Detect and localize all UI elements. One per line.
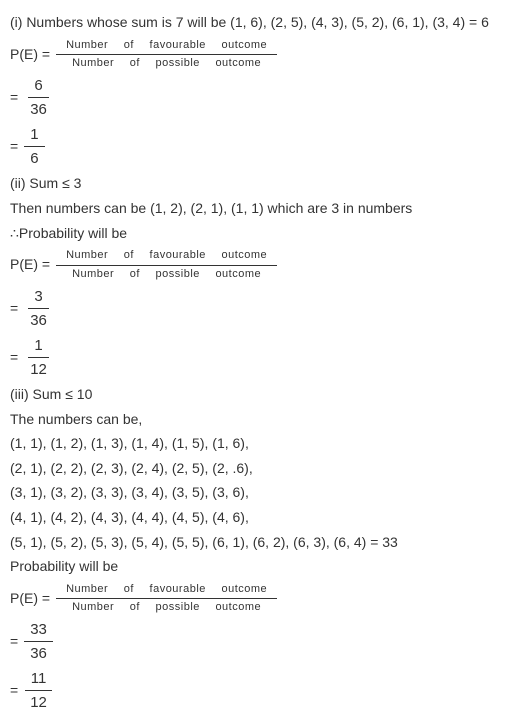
part1-frac-1-6: = 1 6 (10, 124, 520, 169)
pe-label: P(E) = (10, 255, 50, 275)
part3-row1: (1, 1), (1, 2), (1, 3), (1, 4), (1, 5), … (10, 434, 520, 454)
equals-sign: = (10, 299, 18, 319)
denominator-possible: Number of possible outcome (62, 266, 271, 282)
favourable-over-possible: Number of favourable outcome Number of p… (56, 582, 277, 616)
part3-frac-33-36: = 33 36 (10, 619, 520, 664)
part3-prob-line: Probability will be (10, 557, 520, 577)
denominator-possible: Number of possible outcome (62, 599, 271, 615)
part2-then-line: Then numbers can be (1, 2), (2, 1), (1, … (10, 199, 520, 219)
equals-sign: = (10, 681, 18, 701)
part1-heading: (i) Numbers whose sum is 7 will be (1, 6… (10, 13, 520, 33)
part3-frac-11-12: = 11 12 (10, 668, 520, 713)
part1-frac-6-36: = 6 36 (10, 75, 520, 120)
part3-row5: (5, 1), (5, 2), (5, 3), (5, 4), (5, 5), … (10, 533, 520, 553)
part3-pe-formula: P(E) = Number of favourable outcome Numb… (10, 582, 520, 616)
fraction-1-6: 1 6 (24, 124, 44, 169)
favourable-over-possible: Number of favourable outcome Number of p… (56, 248, 277, 282)
fraction-11-12: 11 12 (24, 668, 53, 713)
part3-row3: (3, 1), (3, 2), (3, 3), (3, 4), (3, 5), … (10, 483, 520, 503)
equals-sign: = (10, 88, 18, 108)
pe-label: P(E) = (10, 45, 50, 65)
fraction-3-36: 3 36 (24, 286, 53, 331)
denominator-possible: Number of possible outcome (62, 55, 271, 71)
part3-heading: (iii) Sum ≤ 10 (10, 385, 520, 405)
part2-heading: (ii) Sum ≤ 3 (10, 174, 520, 194)
favourable-over-possible: Number of favourable outcome Number of p… (56, 38, 277, 72)
part2-prob-line: ∴Probability will be (10, 224, 520, 244)
pe-label: P(E) = (10, 589, 50, 609)
fraction-6-36: 6 36 (24, 75, 53, 120)
part3-intro: The numbers can be, (10, 410, 520, 430)
equals-sign: = (10, 632, 18, 652)
part3-row4: (4, 1), (4, 2), (4, 3), (4, 4), (4, 5), … (10, 508, 520, 528)
fraction-33-36: 33 36 (24, 619, 53, 664)
numerator-favourable: Number of favourable outcome (56, 582, 277, 599)
equals-sign: = (10, 348, 18, 368)
part1-pe-formula: P(E) = Number of favourable outcome Numb… (10, 38, 520, 72)
part2-frac-1-12: = 1 12 (10, 335, 520, 380)
numerator-favourable: Number of favourable outcome (56, 248, 277, 265)
part3-row2: (2, 1), (2, 2), (2, 3), (2, 4), (2, 5), … (10, 459, 520, 479)
fraction-1-12: 1 12 (24, 335, 53, 380)
part2-pe-formula: P(E) = Number of favourable outcome Numb… (10, 248, 520, 282)
numerator-favourable: Number of favourable outcome (56, 38, 277, 55)
part2-frac-3-36: = 3 36 (10, 286, 520, 331)
equals-sign: = (10, 137, 18, 157)
